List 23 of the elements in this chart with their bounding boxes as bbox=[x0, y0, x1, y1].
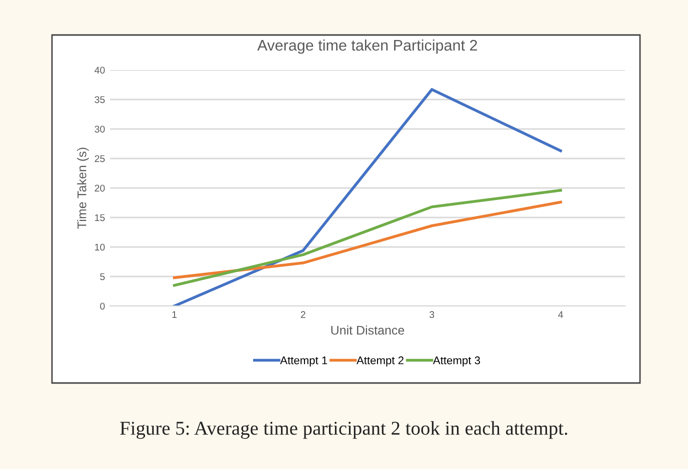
legend-label: Attempt 1 bbox=[280, 356, 328, 366]
line-series bbox=[172, 88, 562, 306]
legend-label: Attempt 3 bbox=[432, 356, 480, 366]
legend-label: Attempt 2 bbox=[356, 356, 404, 366]
x-axis-title: Unit Distance bbox=[331, 325, 404, 335]
line-series bbox=[172, 200, 562, 280]
y-tick-label: 5 bbox=[100, 273, 105, 280]
y-tick-label: 35 bbox=[94, 96, 105, 104]
y-tick-label: 25 bbox=[94, 155, 105, 162]
y-axis-title: Time Taken (s) bbox=[77, 148, 89, 229]
y-tick-label: 10 bbox=[95, 244, 105, 251]
y-tick-label: 0 bbox=[100, 302, 105, 310]
x-tick-label: 4 bbox=[558, 311, 564, 318]
line-series bbox=[172, 188, 562, 287]
y-tick-label: 30 bbox=[94, 126, 105, 133]
y-tick-label: 15 bbox=[95, 214, 105, 222]
y-tick-label: 20 bbox=[94, 184, 105, 192]
x-tick-label: 2 bbox=[300, 311, 306, 318]
y-tick-label: 40 bbox=[94, 66, 105, 74]
chart-title: Average time taken Participant 2 bbox=[257, 39, 478, 54]
caption: Figure 5: Average time participant 2 took in each attempt. bbox=[120, 421, 568, 439]
x-tick-label: 3 bbox=[430, 311, 434, 318]
x-tick-label: 1 bbox=[172, 311, 177, 318]
